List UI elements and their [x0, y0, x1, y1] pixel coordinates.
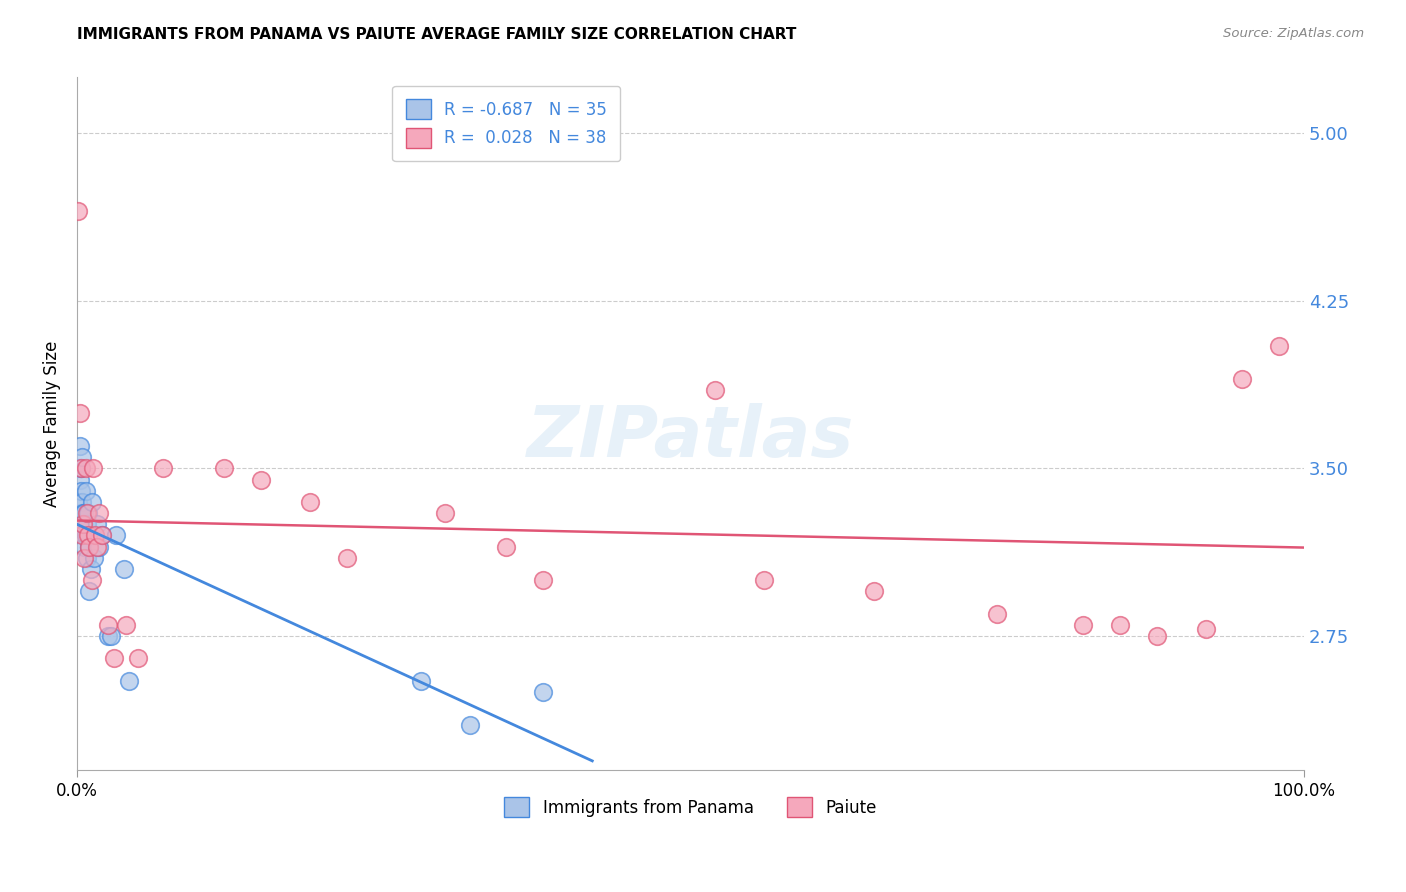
Point: [76, 550, 98, 565]
Point: [89, 506, 111, 520]
Point: [250, 473, 273, 487]
Point: [76, 517, 98, 532]
Point: [73, 540, 96, 554]
Text: IMMIGRANTS FROM PANAMA VS PAIUTE AVERAGE FAMILY SIZE CORRELATION CHART: IMMIGRANTS FROM PANAMA VS PAIUTE AVERAGE…: [77, 27, 797, 42]
Point: [80, 495, 103, 509]
Point: [103, 651, 125, 665]
Text: Source: ZipAtlas.com: Source: ZipAtlas.com: [1223, 27, 1364, 40]
Point: [79, 562, 101, 576]
Point: [1071, 617, 1094, 632]
Point: [77, 506, 100, 520]
Point: [986, 607, 1008, 621]
Point: [127, 651, 149, 665]
Point: [75, 483, 97, 498]
Point: [67, 204, 90, 219]
Point: [703, 383, 725, 397]
Point: [77, 528, 100, 542]
Point: [69, 473, 91, 487]
Point: [863, 584, 886, 599]
Point: [531, 573, 554, 587]
Point: [458, 718, 481, 732]
Point: [434, 506, 457, 520]
Point: [299, 495, 322, 509]
Point: [752, 573, 775, 587]
Point: [69, 439, 91, 453]
Point: [89, 540, 111, 554]
Point: [69, 461, 91, 475]
Point: [1146, 629, 1168, 643]
Point: [69, 405, 91, 419]
Point: [1108, 617, 1130, 632]
Point: [79, 540, 101, 554]
Point: [80, 573, 103, 587]
Point: [70, 495, 93, 509]
Point: [67, 461, 90, 475]
Point: [90, 528, 112, 542]
Point: [70, 450, 93, 465]
Point: [72, 517, 94, 532]
Point: [214, 461, 236, 475]
Point: [409, 673, 432, 688]
Point: [90, 528, 112, 542]
Point: [79, 540, 101, 554]
Point: [86, 517, 108, 532]
Legend: Immigrants from Panama, Paiute: Immigrants from Panama, Paiute: [498, 790, 883, 824]
Point: [70, 528, 93, 542]
Point: [72, 528, 94, 542]
Point: [115, 617, 138, 632]
Point: [72, 517, 94, 532]
Point: [1194, 622, 1216, 636]
Point: [105, 528, 128, 542]
Point: [69, 483, 91, 498]
Point: [69, 461, 91, 475]
Point: [112, 562, 135, 576]
Point: [86, 540, 108, 554]
Point: [84, 528, 107, 542]
Point: [73, 550, 96, 565]
Point: [1232, 372, 1254, 386]
Point: [531, 685, 554, 699]
Point: [75, 461, 97, 475]
Point: [75, 528, 97, 542]
Point: [100, 629, 122, 643]
Point: [1268, 338, 1291, 352]
Point: [73, 506, 96, 520]
Point: [67, 495, 90, 509]
Y-axis label: Average Family Size: Average Family Size: [44, 341, 60, 507]
Point: [76, 506, 98, 520]
Point: [495, 540, 517, 554]
Point: [117, 673, 139, 688]
Point: [336, 550, 359, 565]
Point: [97, 629, 120, 643]
Point: [152, 461, 174, 475]
Point: [97, 617, 120, 632]
Text: ZIPatlas: ZIPatlas: [527, 403, 853, 472]
Point: [72, 506, 94, 520]
Point: [79, 584, 101, 599]
Point: [82, 461, 104, 475]
Point: [69, 506, 91, 520]
Point: [83, 550, 105, 565]
